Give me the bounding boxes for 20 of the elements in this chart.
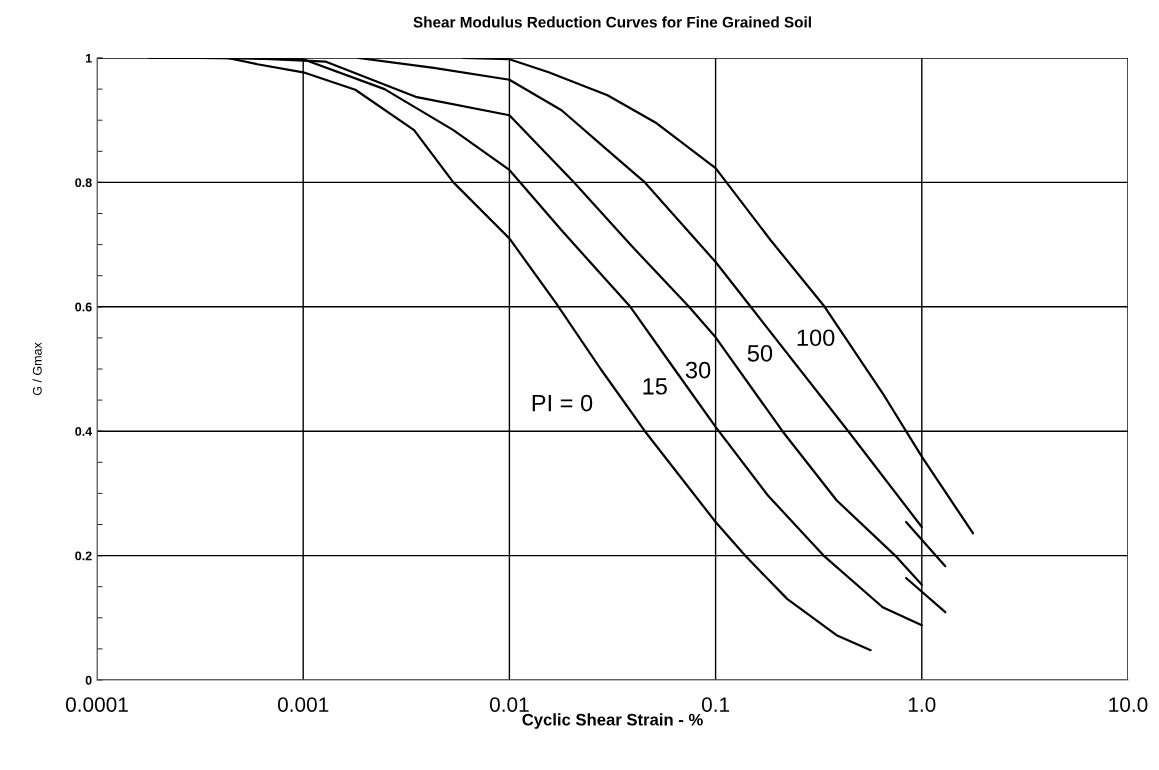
chart-title: Shear Modulus Reduction Curves for Fine Grained Soil xyxy=(413,16,811,28)
x-tick-label: 1.0 xyxy=(908,697,936,712)
y-tick-label: 0.4 xyxy=(75,427,93,436)
x-axis-title: Cyclic Shear Strain - % xyxy=(522,713,703,729)
x-tick-label: 0.001 xyxy=(277,697,329,712)
y-axis-title: G / Gmax xyxy=(32,342,42,396)
annotation: 50 xyxy=(747,344,773,362)
y-tick-label: 0.6 xyxy=(75,302,92,312)
annotation: 30 xyxy=(685,361,711,379)
annotation: PI = 0 xyxy=(532,394,593,412)
y-tick-label: 0 xyxy=(85,675,92,685)
y-tick-label: 0.8 xyxy=(75,178,92,188)
x-tick-label: 10.0 xyxy=(1109,697,1148,712)
annotation: 100 xyxy=(797,329,835,347)
annotation: 15 xyxy=(643,378,667,395)
x-tick-label: 0.1 xyxy=(701,697,730,712)
x-tick-label: 0.0001 xyxy=(65,697,128,712)
y-tick-label: 0.2 xyxy=(75,551,92,561)
y-tick-label: 1 xyxy=(85,53,92,63)
x-tick-label: 0.01 xyxy=(489,697,529,712)
